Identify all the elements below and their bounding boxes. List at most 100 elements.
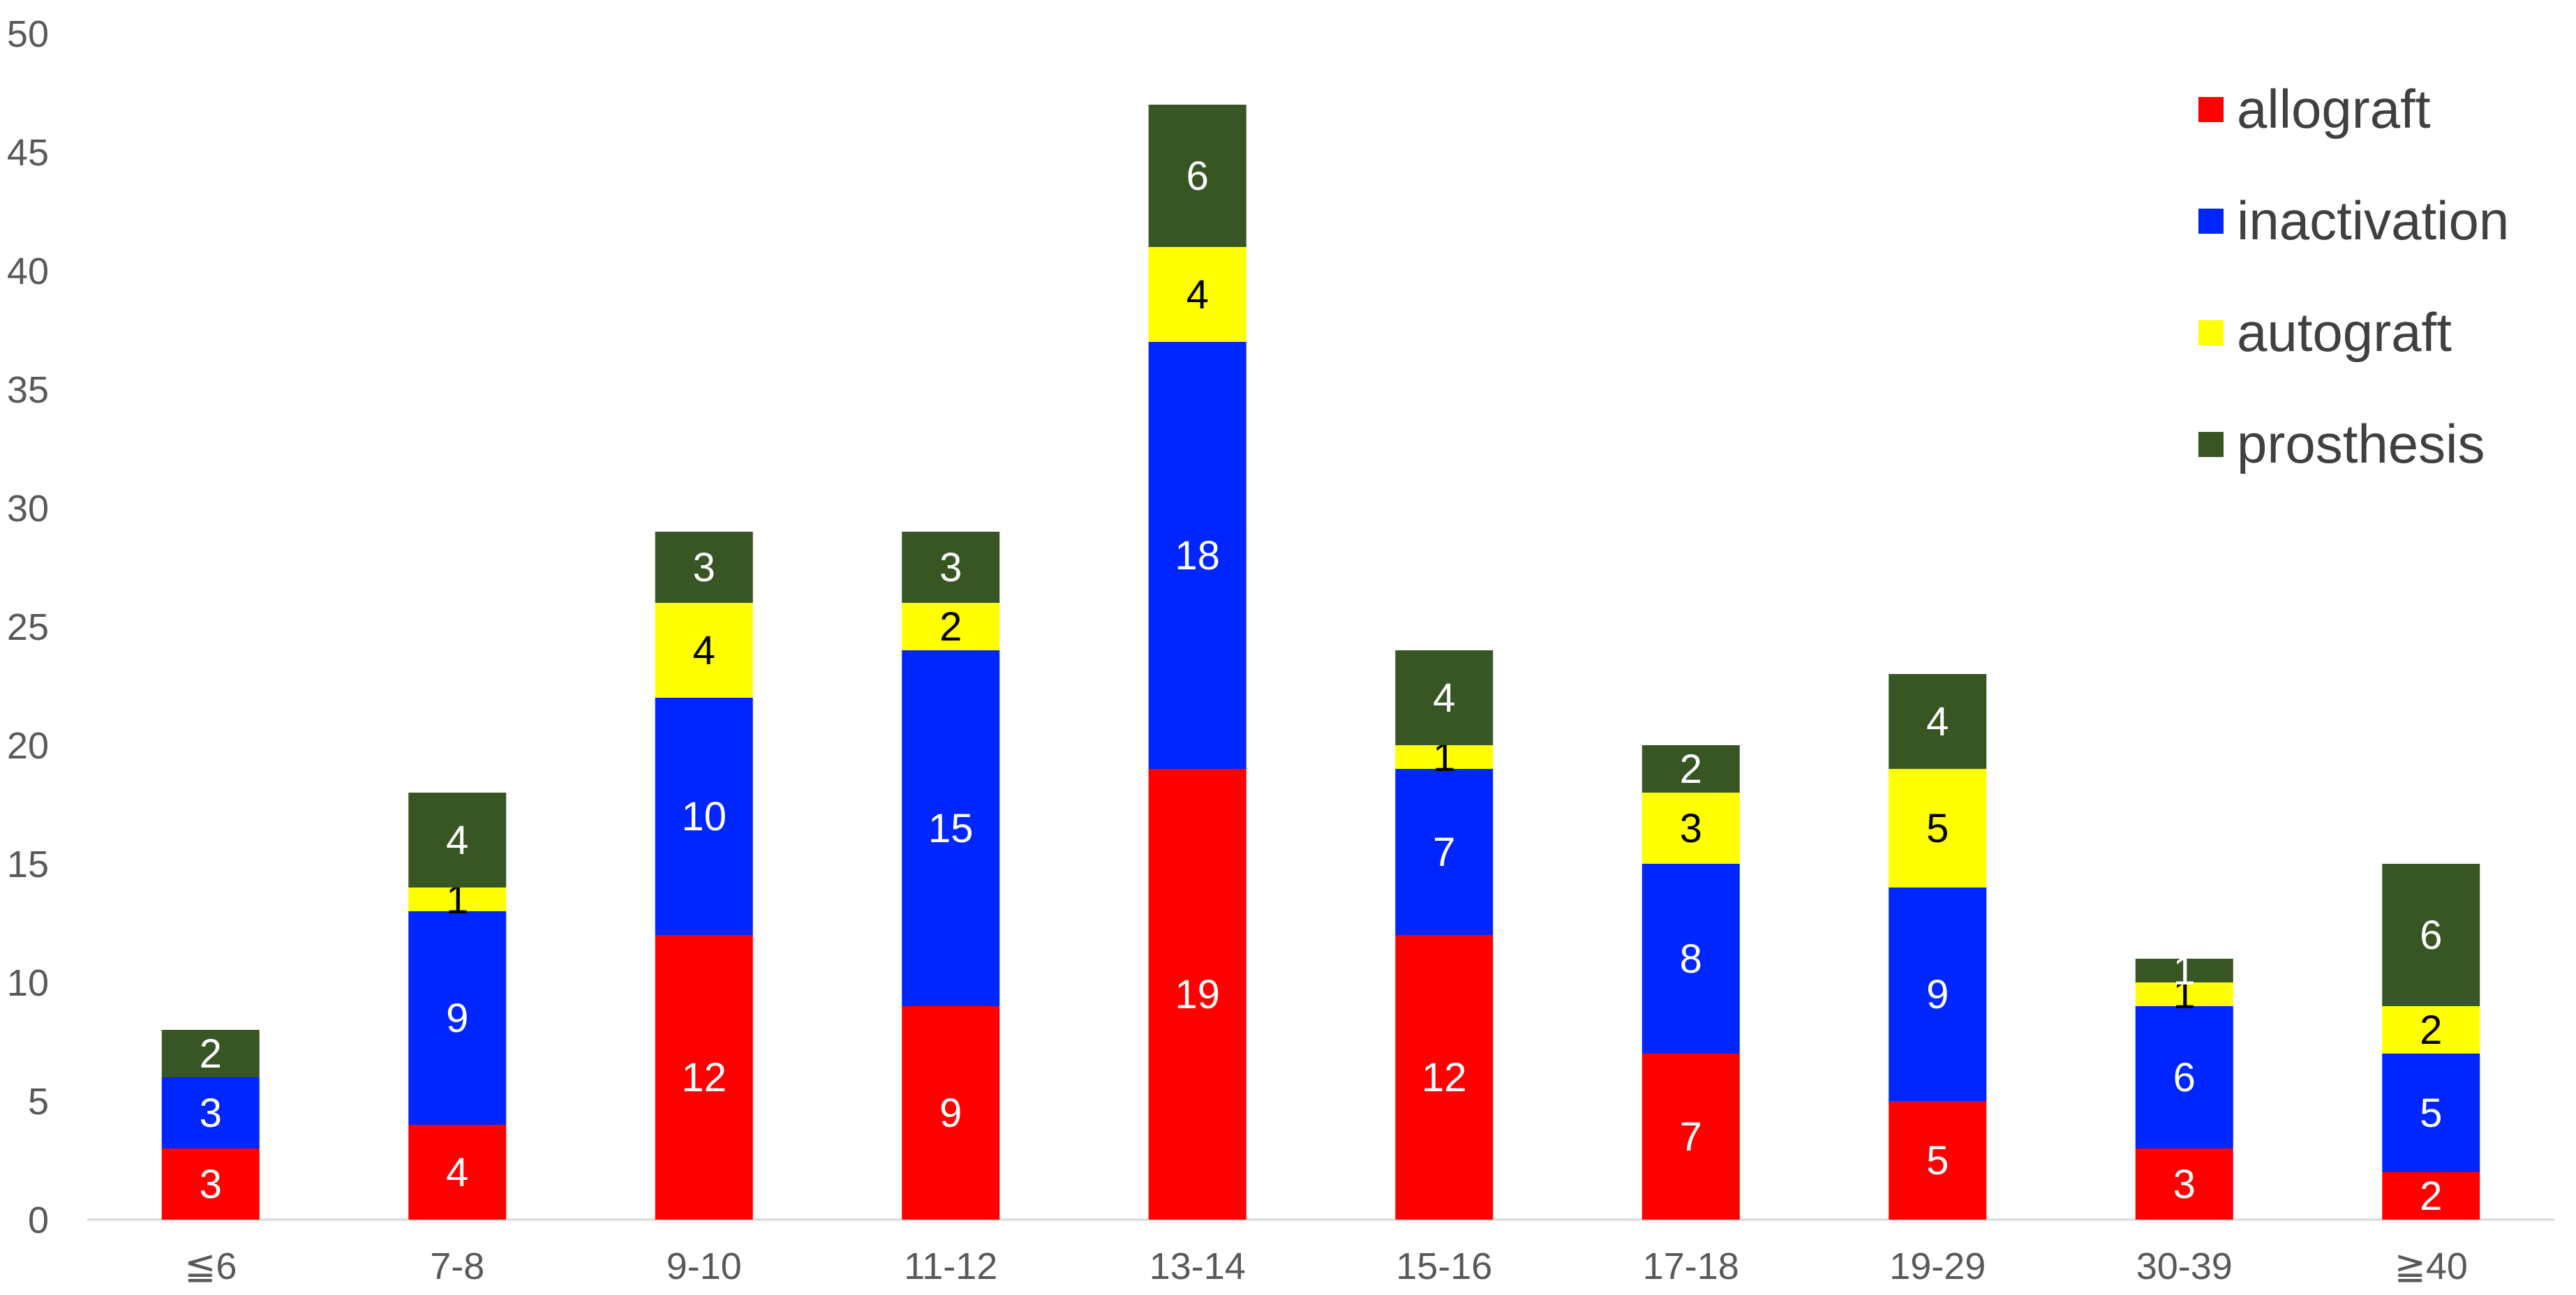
bar-segment-autograft — [902, 603, 1000, 650]
x-tick-label: 13-14 — [1149, 1245, 1246, 1287]
legend-swatch-prosthesis — [2198, 432, 2224, 457]
bar-segment-prosthesis — [902, 532, 1000, 603]
x-tick-label: 19-29 — [1889, 1245, 1986, 1287]
bar-segment-allograft — [902, 1006, 1000, 1220]
data-label-autograft: 4 — [1186, 272, 1209, 317]
x-tick-label: ≦6 — [184, 1245, 237, 1287]
bar-segment-autograft — [2382, 1006, 2480, 1054]
data-label-inactivation: 3 — [200, 1091, 222, 1136]
data-label-autograft: 4 — [693, 628, 715, 673]
y-tick-label: 5 — [28, 1081, 49, 1123]
y-tick-label: 25 — [7, 606, 49, 648]
data-label-inactivation: 6 — [2173, 1055, 2196, 1100]
bar-segment-autograft — [408, 888, 507, 911]
bar-segment-prosthesis — [2135, 959, 2233, 982]
x-tick-label: ≧40 — [2395, 1245, 2468, 1287]
bar-segment-autograft — [1148, 247, 1246, 342]
data-label-prosthesis: 2 — [200, 1031, 222, 1077]
bar-segment-allograft — [2135, 1148, 2233, 1220]
data-label-allograft: 7 — [1680, 1114, 1702, 1160]
data-label-allograft: 19 — [1175, 972, 1220, 1017]
legend-label-allograft: allograft — [2237, 78, 2431, 140]
bar-segment-prosthesis — [1395, 650, 1494, 745]
data-label-allograft: 9 — [939, 1091, 962, 1136]
bar-segment-allograft — [2382, 1172, 2480, 1220]
bar-segment-inactivation — [408, 911, 507, 1125]
bar-segment-inactivation — [2382, 1054, 2480, 1172]
data-label-prosthesis: 6 — [2420, 913, 2442, 958]
legend-swatch-autograft — [2198, 320, 2224, 345]
data-label-inactivation: 5 — [2420, 1091, 2442, 1136]
data-label-prosthesis: 6 — [1186, 154, 1209, 199]
bar-segment-allograft — [655, 935, 753, 1220]
bar-segment-allograft — [161, 1148, 260, 1220]
legend-swatch-allograft — [2198, 97, 2224, 122]
x-tick-label: 7-8 — [430, 1245, 484, 1287]
legend-swatch-inactivation — [2198, 209, 2224, 234]
data-label-inactivation: 9 — [446, 996, 468, 1041]
bar-segment-prosthesis — [161, 1030, 260, 1077]
y-tick-label: 30 — [7, 488, 49, 530]
y-tick-label: 40 — [7, 250, 49, 292]
data-label-prosthesis: 4 — [1433, 675, 1455, 721]
data-label-inactivation: 18 — [1175, 533, 1220, 578]
bar-segment-allograft — [1641, 1054, 1740, 1220]
data-label-prosthesis: 2 — [1680, 747, 1702, 792]
bar-segment-allograft — [408, 1125, 507, 1220]
data-label-inactivation: 10 — [681, 794, 727, 839]
y-tick-label: 0 — [28, 1199, 49, 1241]
bar-segment-allograft — [1148, 769, 1246, 1220]
legend-label-inactivation: inactivation — [2237, 190, 2509, 251]
bar-segment-prosthesis — [655, 532, 753, 603]
bar-segment-autograft — [655, 603, 753, 698]
data-label-prosthesis: 4 — [446, 818, 468, 863]
bar-segment-allograft — [1889, 1101, 1987, 1220]
legend: allograft inactivation autograft prosthesis — [2198, 78, 2509, 474]
data-label-allograft: 3 — [2173, 1162, 2196, 1207]
x-tick-label: 30-39 — [2136, 1245, 2233, 1287]
data-label-prosthesis: 3 — [693, 545, 715, 590]
y-tick-label: 10 — [7, 962, 49, 1004]
bar-segment-inactivation — [2135, 1006, 2233, 1148]
x-tick-label: 15-16 — [1396, 1245, 1492, 1287]
data-label-allograft: 3 — [200, 1162, 222, 1207]
legend-label-autograft: autograft — [2237, 301, 2452, 363]
data-label-inactivation: 9 — [1926, 972, 1949, 1017]
data-label-autograft: 2 — [2420, 1008, 2442, 1053]
bar-segment-autograft — [2135, 982, 2233, 1006]
y-tick-label: 15 — [7, 844, 49, 885]
data-label-prosthesis: 3 — [939, 545, 962, 590]
data-label-prosthesis: 1 — [2173, 948, 2196, 994]
y-tick-label: 50 — [7, 13, 49, 55]
bar-segment-prosthesis — [1889, 674, 1987, 769]
data-label-inactivation: 7 — [1433, 830, 1455, 875]
bar-segment-autograft — [1889, 769, 1987, 888]
data-label-allograft: 5 — [1926, 1138, 1949, 1183]
bar-segment-prosthesis — [1641, 745, 1740, 793]
bar-segment-inactivation — [1148, 342, 1246, 769]
y-tick-label: 20 — [7, 725, 49, 767]
data-label-autograft: 2 — [939, 604, 962, 650]
x-tick-label: 17-18 — [1643, 1245, 1739, 1287]
data-label-autograft: 3 — [1680, 806, 1702, 851]
bar-segment-prosthesis — [2382, 864, 2480, 1006]
bar-segment-autograft — [1641, 793, 1740, 864]
y-tick-label: 35 — [7, 369, 49, 411]
bar-segment-inactivation — [1889, 888, 1987, 1101]
bar-segment-autograft — [1395, 745, 1494, 769]
bar-segment-inactivation — [1395, 769, 1494, 935]
data-label-allograft: 12 — [1422, 1055, 1467, 1100]
data-label-autograft: 5 — [1926, 806, 1949, 851]
bar-segment-inactivation — [161, 1077, 260, 1148]
bar-segment-prosthesis — [408, 793, 507, 888]
data-label-allograft: 4 — [446, 1150, 468, 1195]
bars: 3324914121043915231918461271478325954361… — [161, 105, 2480, 1220]
bar-segment-inactivation — [655, 698, 753, 935]
legend-label-prosthesis: prosthesis — [2237, 413, 2485, 474]
data-label-allograft: 12 — [681, 1055, 727, 1100]
bar-segment-inactivation — [902, 650, 1000, 1006]
bar-segment-inactivation — [1641, 864, 1740, 1054]
